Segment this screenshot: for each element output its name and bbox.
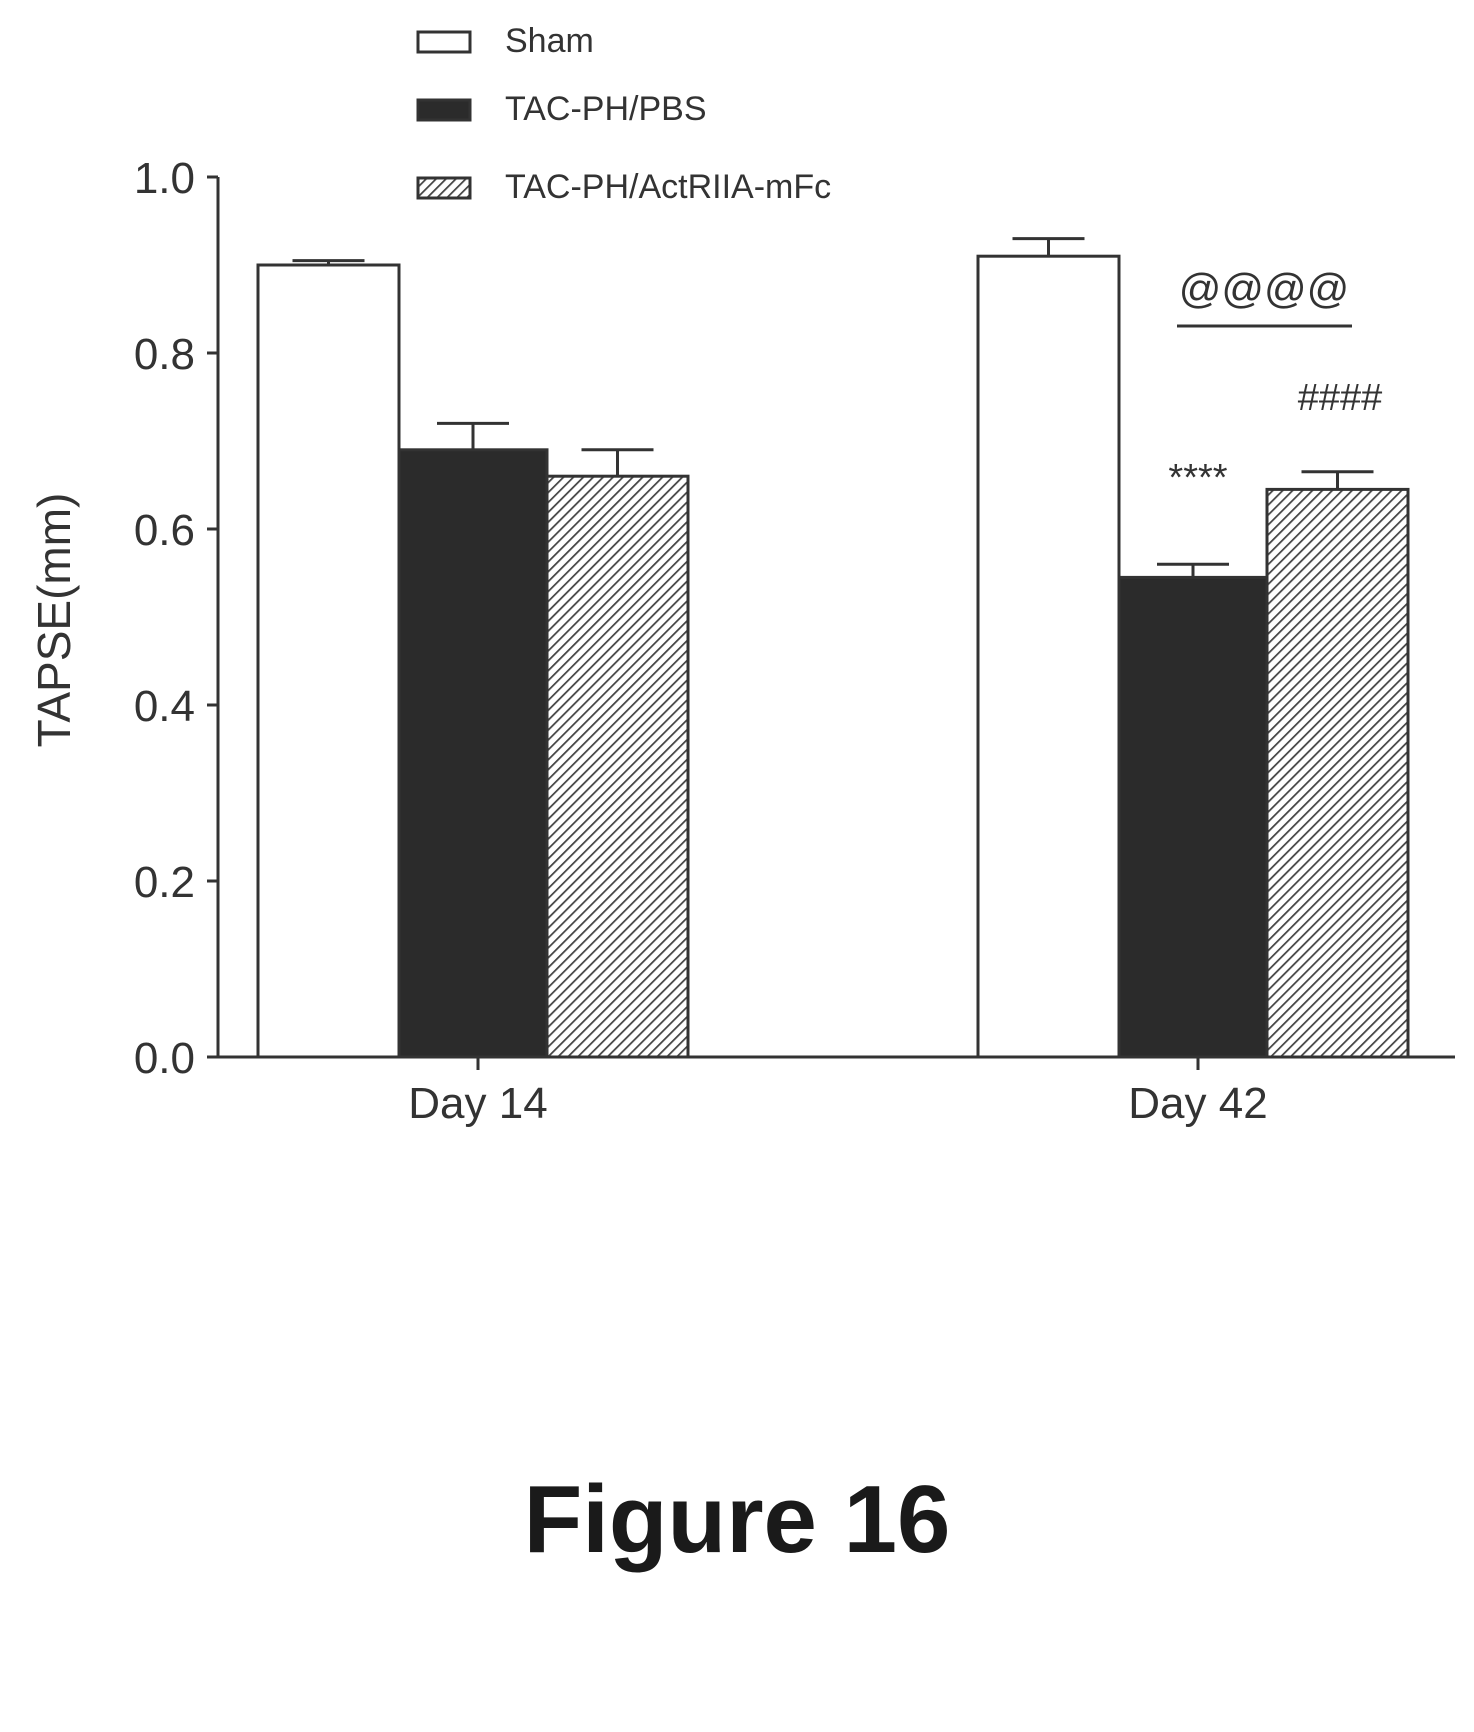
legend: Sham TAC-PH/PBS TAC-PH/ActRIIA-mFc [416,22,831,206]
annotation-pbs-vs-sham: **** [1168,457,1227,499]
y-axis-ticks: 0.0 0.2 0.4 0.6 0.8 1.0 [134,154,218,1083]
y-tick-label: 0.2 [134,858,195,907]
bar [976,254,1121,1059]
bar [397,448,549,1059]
significance-annotations: **** #### @@@@ [1168,265,1382,499]
bars [256,254,1410,1059]
bar [256,263,401,1059]
bar [545,474,690,1059]
annotation-actriia-vs-sham: #### [1298,377,1383,419]
legend-label-sham: Sham [505,22,594,60]
legend-label-tac-ph-pbs: TAC-PH/PBS [505,90,707,128]
bar [1265,487,1410,1059]
legend-swatch-tac-ph-actriia-mfc [416,176,472,200]
legend-swatch-sham [416,30,472,54]
x-axis-ticks: Day 14 Day 42 [408,1057,1268,1128]
bar [1117,575,1269,1059]
y-tick-label: 0.4 [134,682,195,731]
bar-chart: Sham TAC-PH/PBS TAC-PH/ActRIIA-mFc TAPSE… [28,22,1455,1128]
figure-caption: Figure 16 [523,1466,951,1573]
y-axis-title: TAPSE(mm) [28,493,80,748]
legend-swatch-tac-ph-pbs [416,98,472,122]
x-tick-label: Day 42 [1128,1079,1267,1128]
y-tick-label: 0.0 [134,1034,195,1083]
y-tick-label: 0.8 [134,330,195,379]
x-tick-label: Day 14 [408,1079,547,1128]
y-tick-label: 1.0 [134,154,195,203]
error-bars [292,237,1374,578]
annotation-actriia-vs-pbs: @@@@ [1179,265,1350,312]
y-tick-label: 0.6 [134,506,195,555]
legend-label-tac-ph-actriia-mfc: TAC-PH/ActRIIA-mFc [505,168,831,206]
